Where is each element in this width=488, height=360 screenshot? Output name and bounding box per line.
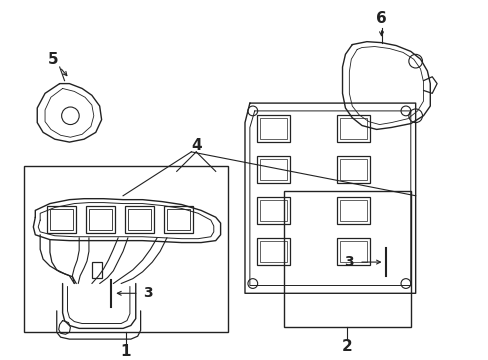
Bar [259,159,286,180]
Text: 3: 3 [344,255,353,269]
Bar [86,207,115,233]
Bar [256,115,289,142]
Bar [92,262,102,278]
Bar [336,115,369,142]
Bar [336,156,369,183]
Bar [50,210,73,230]
Text: 1: 1 [121,344,131,359]
Bar [339,159,366,180]
Bar [339,240,366,262]
Text: 6: 6 [375,11,386,26]
Text: 4: 4 [190,138,201,153]
Text: 5: 5 [47,52,58,67]
Bar [284,191,410,328]
Bar [256,156,289,183]
Bar [256,197,289,224]
Bar [47,207,76,233]
Bar [336,197,369,224]
Bar [256,238,289,265]
Bar [259,240,286,262]
Bar [336,238,369,265]
Bar [23,166,228,332]
Text: 2: 2 [341,339,352,355]
Bar [163,207,193,233]
Bar [89,210,112,230]
Bar [259,118,286,139]
Bar [125,207,154,233]
Bar [259,200,286,221]
Bar [339,200,366,221]
Bar [128,210,151,230]
Bar [166,210,190,230]
Bar [339,118,366,139]
Text: 3: 3 [143,286,153,300]
